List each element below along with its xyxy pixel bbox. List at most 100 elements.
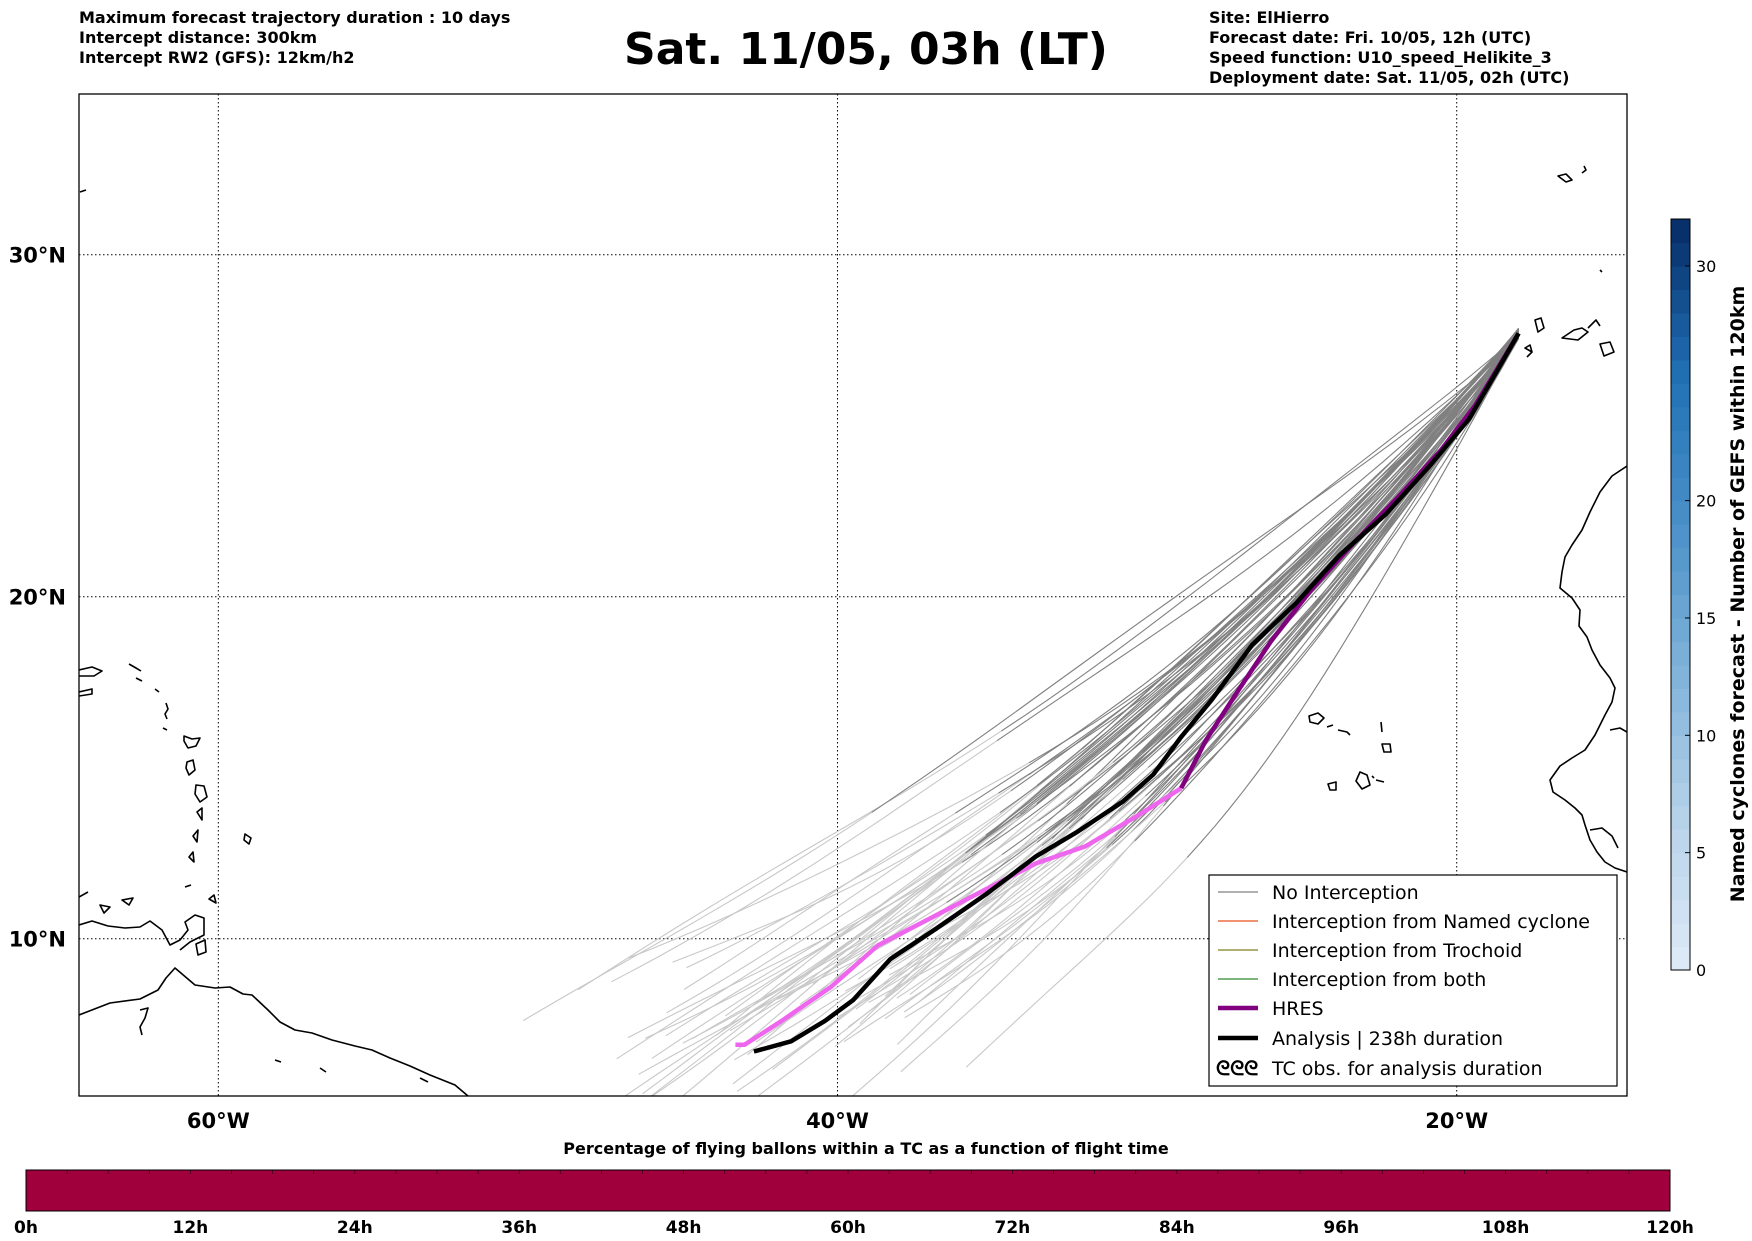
island-tobago [184,884,192,888]
colorbar-bottom-tick-label: 96h [1323,1218,1359,1238]
island-amazon-c [419,1077,429,1083]
colorbar-right-segment [1671,782,1690,807]
ensemble-trajectory [1134,336,1520,842]
colorbar-right-segment [1671,242,1690,267]
ensemble-trajectory-tail [909,812,1139,995]
colorbar-right-segment [1671,688,1690,713]
colorbar-right-segment [1671,406,1690,431]
coast-venezuela-lake [79,914,205,951]
ensemble-trajectory [943,328,1520,871]
colorbar-right-segment [1671,594,1690,619]
ensemble-trajectory-tail [725,748,1083,1017]
ensemble-trajectory-tail [757,818,1082,1096]
colorbar-right-segment [1671,946,1690,971]
map-frame [78,93,1628,1097]
ensemble-trajectory-tail [577,730,1002,991]
coast-africa [1549,465,1627,873]
ensemble-trajectory-tail [965,857,1188,1068]
axis-tick-labels: 60°W 40°W 20°W 30°N 20°N 10°N [9,244,1488,1133]
lat-tick-label: 30°N [9,244,66,268]
coast-trinidad [195,939,207,956]
legend-label: Analysis | 238h duration [1272,1028,1503,1050]
ensemble-trajectory [996,332,1520,742]
colorbar-right-tick-label: 20 [1696,492,1716,511]
ensemble-trajectory [1036,327,1520,804]
ensemble-trajectory [999,330,1520,814]
island-leeward-a [154,688,160,693]
colorbar-right-segment [1671,524,1690,549]
ensemble-trajectory-tail [611,740,998,983]
ensemble-trajectory [985,336,1520,836]
header-line-speed-function: Speed function: U10_speed_Helikite_3 [1209,48,1552,67]
legend-label: HRES [1272,998,1324,1020]
header-site-info: Site: ElHierro Forecast date: Fri. 10/05… [1209,8,1569,88]
colorbar-bottom-tick-label: 108h [1482,1218,1530,1238]
ensemble-trajectory [1045,328,1520,832]
island-virgin-b [135,677,143,682]
colorbar-bottom-fill [25,1169,1671,1212]
coast-puerto-rico [79,688,93,697]
island-cv-boa-vista [1381,743,1392,753]
legend: No Interception Interception from Named … [1208,874,1618,1087]
ensemble-trajectory-tail [627,861,963,1039]
island-cv-sao-nicolau [1337,729,1351,736]
ensemble-trajectory [871,338,1519,813]
legend-item-hres: HRES [1218,998,1324,1020]
island-cv-santo-antao [1308,712,1325,725]
colorbar-bottom-tick-label: 84h [1159,1218,1195,1238]
island-amazon-b [319,1067,327,1073]
colorbar-right-segment [1671,265,1690,291]
trajectories [523,327,1521,1096]
main-trajectories [735,332,1521,1054]
legend-item-no-interception: No Interception [1218,882,1419,904]
colorbar-right-tick-label: 15 [1696,609,1716,628]
island-west-a [79,891,89,898]
colorbar-right-segment [1671,383,1690,408]
ensemble-trajectory-tail [904,840,1136,1019]
ensemble-trajectory [1019,334,1520,815]
colorbar-right-frame [1670,218,1691,971]
ensemble-trajectory [1068,329,1520,829]
island-st-lucia [192,829,199,843]
island-aruba [99,904,111,914]
header-line-forecast-date: Forecast date: Fri. 10/05, 12h (UTC) [1209,28,1532,47]
colorbar-right-gradient [1671,219,1690,971]
colorbar-bottom-tick-label: 36h [501,1218,537,1238]
colorbar-right-segment [1671,711,1690,736]
colorbar-bottom: Percentage of flying ballons within a TC… [14,1139,1694,1238]
ensemble-trajectory [1028,327,1520,764]
coast-puerto-rico-west [79,666,103,677]
legend-item-tc-obs: ᘓᘓᘓ TC obs. for analysis duration [1216,1056,1543,1080]
colorbar-right-tick-label: 5 [1696,844,1706,863]
island-lanzarote [1587,319,1601,329]
ensemble-trajectory [974,338,1520,847]
colorbar-right-segment [1671,852,1690,877]
colorbar-right-segment [1671,571,1690,596]
colorbar-right-tick-label: 10 [1696,726,1716,745]
island-bermuda [79,189,87,193]
colorbar-right-segment [1671,617,1690,643]
island-guadeloupe [185,759,196,776]
ensemble-trajectory-tail [665,834,987,1037]
colorbar-bottom-tick-label: 72h [995,1218,1031,1238]
colorbar-right-tick-label: 30 [1696,257,1716,276]
legend-item-trochoid: Interception from Trochoid [1218,940,1522,962]
ensemble-trajectory [1000,332,1519,732]
island-curacao [121,897,134,906]
colorbar-right-segment [1671,219,1690,244]
colorbar-bottom-ticks: 0h 12h 24h 36h 48h 60h 72h 84h 96h 108h 120h [14,1170,1694,1238]
ensemble-trajectory-tail [884,779,1124,997]
ensemble-trajectory [1037,329,1520,839]
ensemble-trajectory-tail [889,788,1142,970]
coast-africa-cape-verde-gulf [1589,827,1619,849]
header-line-distance: Intercept distance: 300km [79,28,318,47]
colorbar-right-segment [1671,664,1690,689]
colorbar-right-label: Named cyclones forecast - Number of GEFS… [1727,286,1749,903]
island-dominica [194,784,208,803]
ensemble-trajectory [1114,335,1520,838]
colorbar-bottom-tick-label: 60h [830,1218,866,1238]
ensemble-trajectory [1036,333,1520,786]
island-gran-canaria [1599,341,1615,357]
ensemble-trajectory-tail [900,805,1164,1073]
